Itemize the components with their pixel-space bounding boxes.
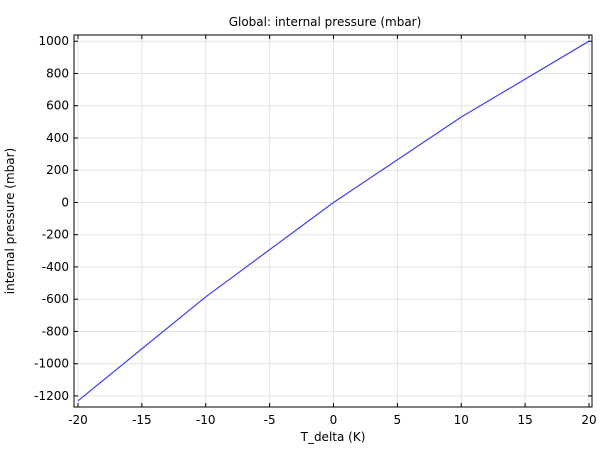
x-tick-label: 5: [394, 413, 402, 427]
chart-title: Global: internal pressure (mbar): [229, 15, 422, 29]
grid-lines: [74, 35, 592, 407]
x-tick-label: -15: [132, 413, 152, 427]
x-tick-label: -10: [196, 413, 216, 427]
y-tick-label: 600: [46, 99, 69, 113]
x-tick-label: -20: [68, 413, 88, 427]
y-tick-label: -800: [42, 324, 69, 338]
y-tick-label: -1200: [34, 389, 69, 403]
y-tick-label: 0: [61, 195, 69, 209]
x-tick-label: -5: [264, 413, 276, 427]
y-axis-label: internal pressure (mbar): [3, 148, 17, 294]
x-tick-labels: -20 -15 -10 -5 0 5 10 15 20: [68, 413, 596, 427]
y-tick-label: 400: [46, 131, 69, 145]
tick-marks: [74, 35, 592, 407]
y-tick-label: -1000: [34, 357, 69, 371]
y-tick-labels: -1200 -1000 -800 -600 -400 -200 0 200 400 600 800 1…: [34, 34, 69, 403]
x-tick-label: 0: [330, 413, 338, 427]
x-tick-label: 15: [517, 413, 532, 427]
y-tick-label: -600: [42, 292, 69, 306]
x-tick-label: 10: [454, 413, 469, 427]
x-axis-label: T_delta (K): [300, 430, 366, 444]
series-group: [77, 40, 590, 402]
y-tick-label: -400: [42, 260, 69, 274]
y-tick-label: 1000: [38, 34, 69, 48]
series-line: [77, 40, 590, 402]
y-tick-label: 200: [46, 163, 69, 177]
y-tick-label: -200: [42, 228, 69, 242]
x-tick-label: 20: [581, 413, 596, 427]
y-tick-label: 800: [46, 66, 69, 80]
